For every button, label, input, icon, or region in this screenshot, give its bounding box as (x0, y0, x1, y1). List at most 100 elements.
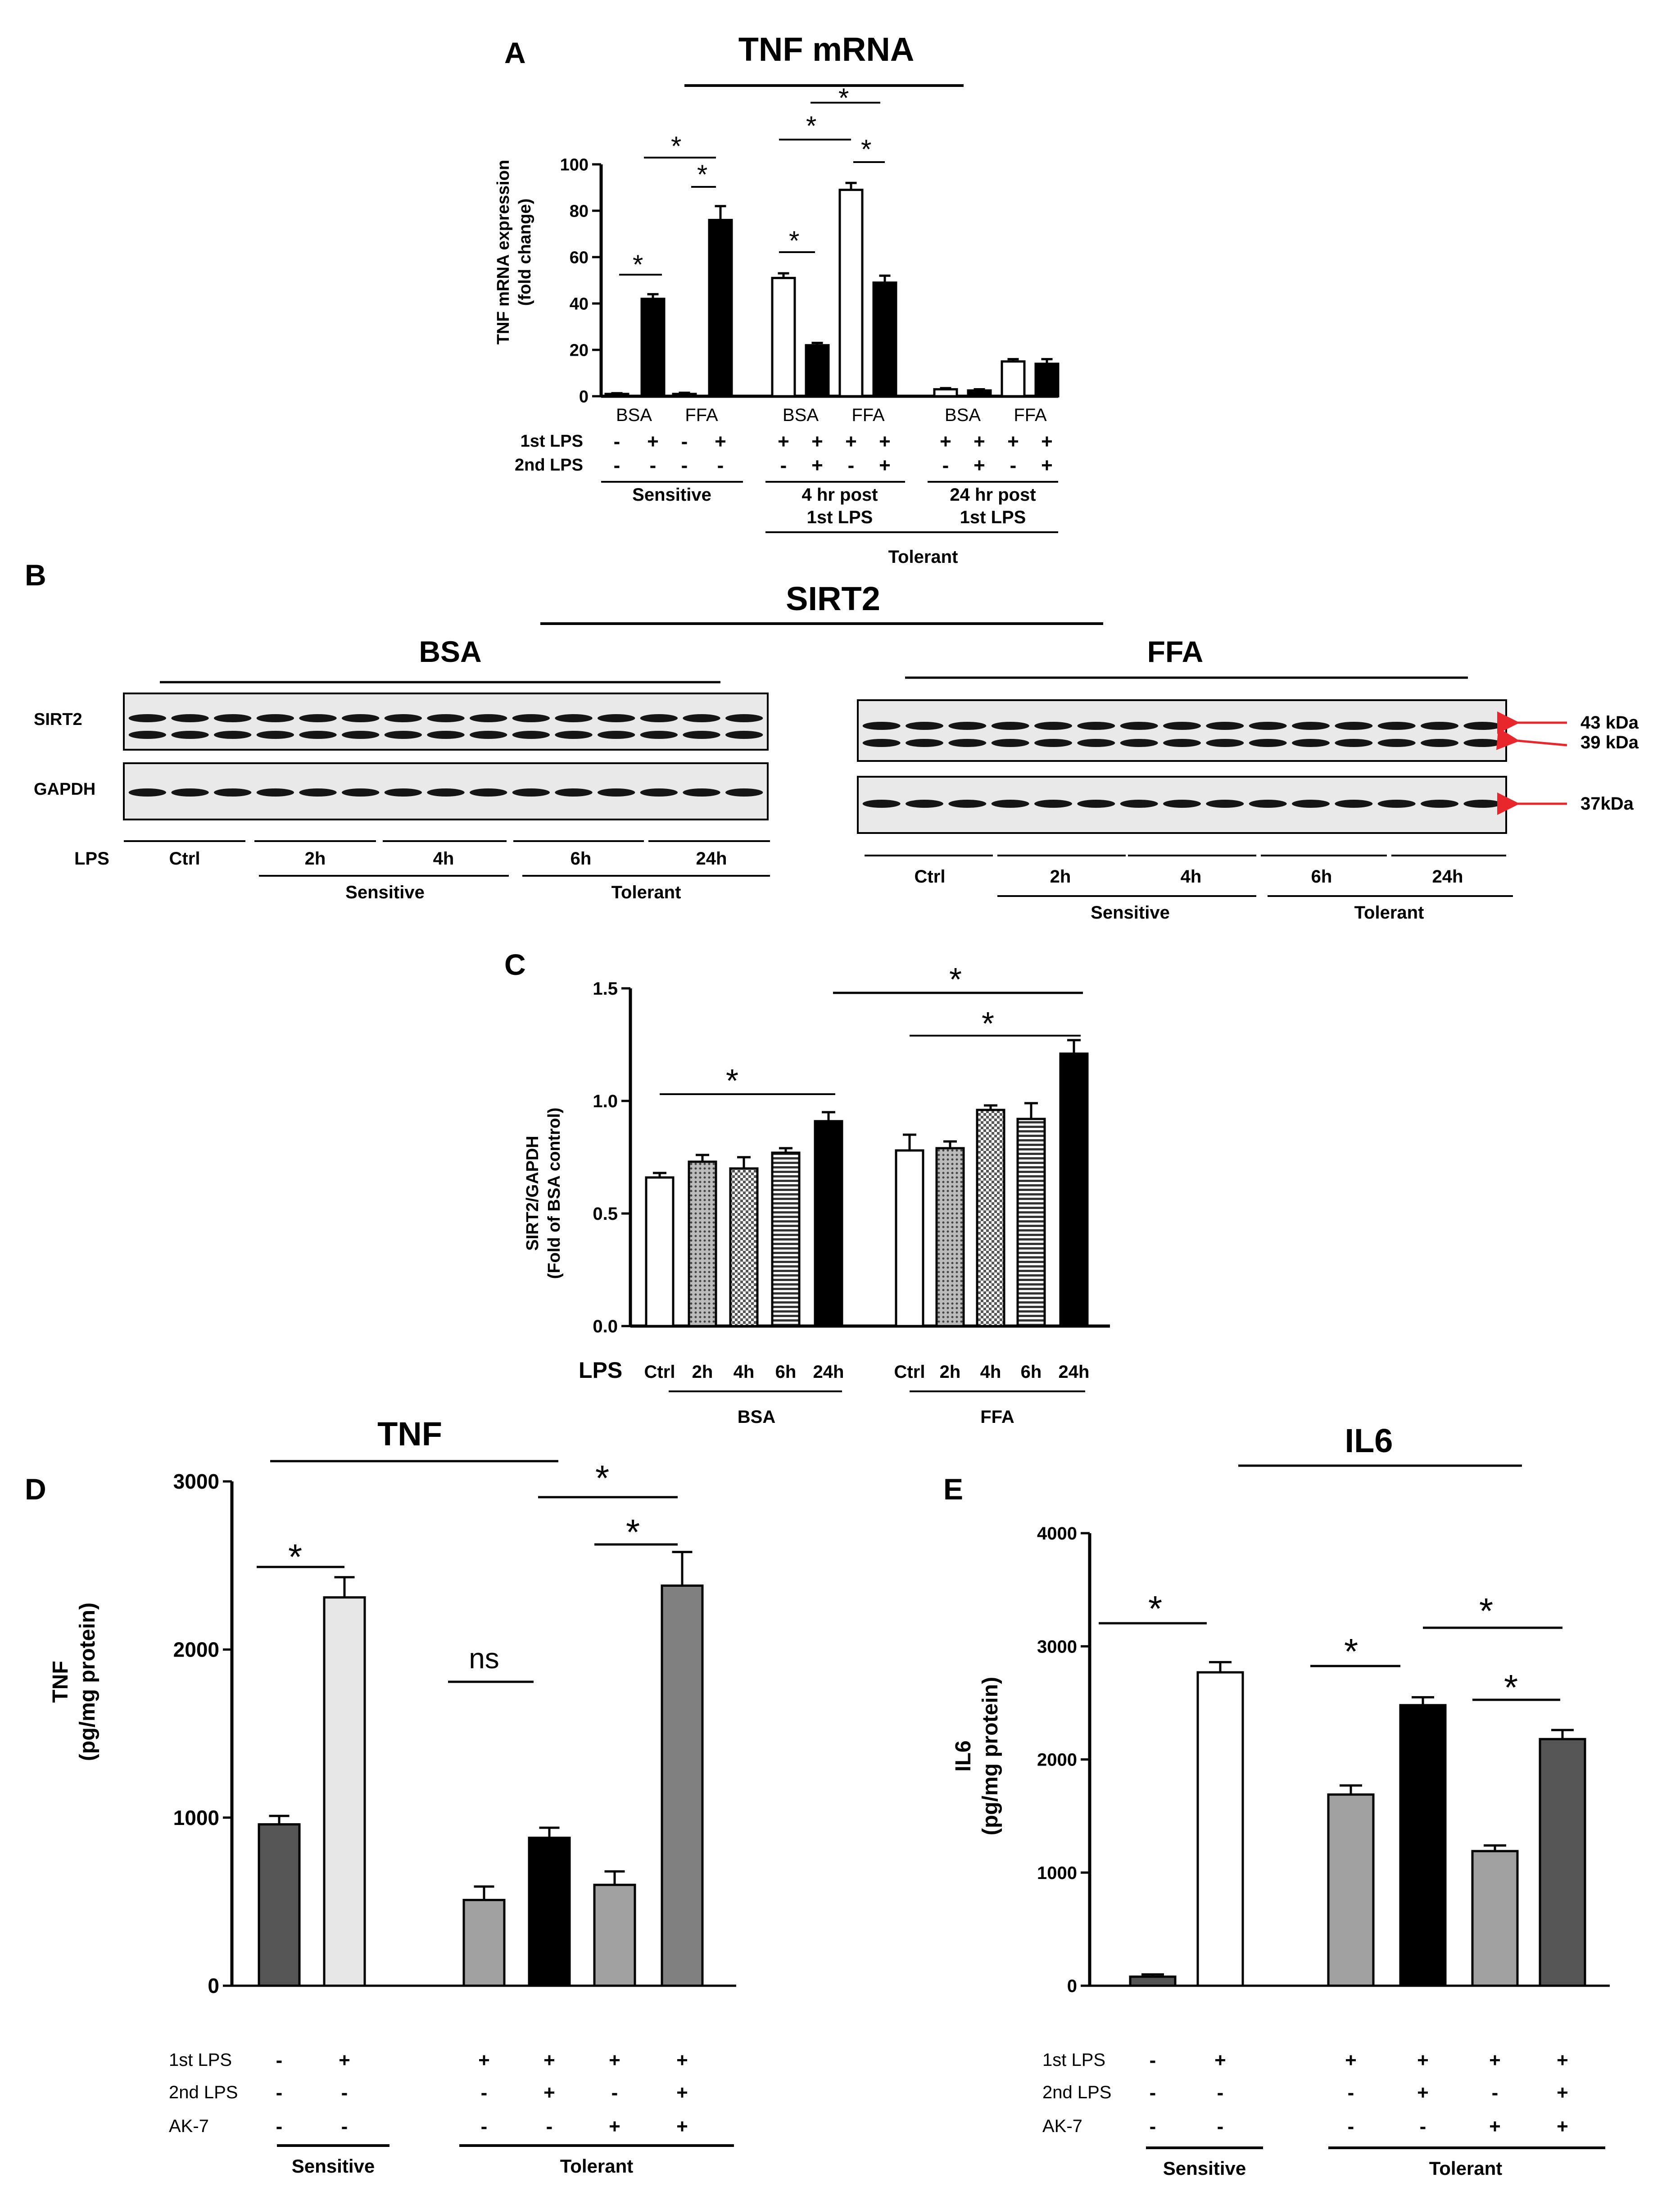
ffa-gapdh-band-5-0 (1077, 800, 1115, 808)
panel-c-bar-3 (771, 1151, 801, 1327)
panel-d-ylabel-line1: TNF (49, 1661, 72, 1702)
bsa-sirt2-band-2-1 (214, 731, 252, 739)
panel-c-ylabel-line1: SIRT2/GAPDH (523, 1136, 542, 1250)
panel-d-sign-r1-2: - (481, 2082, 488, 2104)
panel-a-24hr-label-1: 24 hr post (950, 485, 1036, 505)
panel-a-sign-r0-3: + (715, 430, 726, 453)
panel-e-sign-r2-0: - (1150, 2115, 1156, 2137)
panel-d-tolerant-label: Tolerant (560, 2155, 634, 2177)
panel-e-sign-r2-5: + (1557, 2115, 1568, 2137)
bsa-gapdh-band-1-0 (171, 788, 209, 797)
panel-c-ytick-label-1: 0.5 (593, 1204, 618, 1224)
panel-a-sign-r1-3: - (717, 454, 724, 476)
panel-c-bar-6 (935, 1147, 965, 1327)
ffa-gapdh-band-13-0 (1421, 800, 1458, 808)
panel-a-sign-r1-11: + (1041, 454, 1053, 476)
panel-d-ytick-label-2: 2000 (173, 1638, 219, 1661)
bsa-sirt2-band-10-0 (555, 714, 593, 722)
panel-e-sign-r0-2: + (1345, 2049, 1357, 2071)
bsa-gapdh-band-0-0 (128, 788, 166, 797)
panel-a-tolerant-label: Tolerant (888, 547, 958, 567)
panel-e-bar-2 (1327, 1793, 1375, 1987)
panel-d-sign-r1-4: - (611, 2082, 618, 2104)
bsa-sirt2-band-4-1 (299, 731, 337, 739)
bsa-sirt2-band-3-0 (256, 714, 294, 722)
bsa-sirt2-band-13-1 (683, 731, 720, 739)
bsa-sirt2-band-9-1 (512, 731, 550, 739)
ffa-24h-label: 24h (1432, 867, 1463, 887)
panel-c-ytick-label-0: 0.0 (593, 1317, 618, 1336)
panel-d: D TNF TNF (pg/mg protein) 0100020003000 … (25, 1415, 736, 2177)
panel-a-sign-rows: - + - + + + + + + + + +- - - - - + - + - + - + (614, 430, 1053, 476)
panel-e-sign-r1-3: + (1417, 2082, 1429, 2104)
ffa-sirt2-band-7-0 (1163, 722, 1201, 730)
blot-bsa-sirt2-bands (128, 714, 763, 739)
panel-d-row-label-ak7: AK-7 (169, 2116, 209, 2136)
panel-a-cat-ffa-1: FFA (685, 405, 718, 425)
blot-bsa-gapdh-bands (128, 788, 763, 797)
panel-b-lps-label: LPS (74, 849, 109, 869)
panel-a-sign-r0-5: + (811, 430, 823, 453)
panel-a-sign-r1-0: - (614, 454, 620, 476)
bsa-sirt2-band-12-0 (640, 714, 678, 722)
panel-a-star-2: * (697, 159, 707, 190)
panel-d-star-2: * (626, 1512, 640, 1552)
panel-e-sign-r0-4: + (1489, 2049, 1501, 2071)
panel-a-cat-bsa-1: BSA (616, 405, 652, 425)
panel-a-24hr-label-2: 1st LPS (960, 507, 1026, 527)
ffa-sirt2-band-8-1 (1206, 739, 1244, 747)
bsa-gapdh-band-5-0 (342, 788, 380, 797)
panel-e-ytick-label-4: 4000 (1037, 1524, 1077, 1544)
ffa-2h-label: 2h (1050, 867, 1071, 887)
panel-d-sign-r2-2: - (481, 2115, 488, 2137)
panel-e-star-4: * (1479, 1591, 1493, 1631)
bsa-sirt2-band-14-0 (725, 714, 763, 722)
bsa-sirt2-band-0-1 (128, 731, 166, 739)
panel-e-bars (1129, 1661, 1586, 1987)
ffa-gapdh-band-8-0 (1206, 800, 1244, 808)
panel-a-sign-r0-11: + (1041, 430, 1053, 453)
panel-e-sign-r0-5: + (1557, 2049, 1568, 2071)
panel-a-4hr-label-1: 4 hr post (802, 485, 878, 505)
panel-d-title: TNF (377, 1415, 442, 1453)
panel-d-sign-r2-1: - (341, 2115, 348, 2137)
ffa-gapdh-band-14-0 (1463, 800, 1502, 808)
panel-c-bar-4 (814, 1120, 843, 1327)
panel-e-bar-3 (1399, 1704, 1447, 1987)
bsa-ctrl-label: Ctrl (169, 849, 200, 869)
panel-b-row-gapdh: GAPDH (34, 780, 95, 799)
bsa-sirt2-band-4-0 (299, 714, 337, 722)
panel-b-row-sirt2: SIRT2 (34, 710, 82, 729)
bsa-gapdh-band-13-0 (683, 788, 720, 797)
panel-e-sign-r2-4: + (1489, 2115, 1501, 2137)
bsa-gapdh-band-8-0 (470, 788, 507, 797)
panel-c-bsa-label: BSA (738, 1407, 775, 1427)
bsa-24h-label: 24h (696, 849, 727, 869)
panel-a-bar-6 (838, 189, 864, 398)
panel-d-sign-r1-5: + (676, 2082, 688, 2104)
ffa-sirt2-band-8-0 (1206, 722, 1244, 730)
panel-c-bar-5 (895, 1149, 924, 1327)
panel-e-sign-rows: - + + + + + - - - + - + - - - - + + (1150, 2049, 1568, 2137)
panel-d-sign-r1-1: - (341, 2082, 348, 2104)
bsa-tolerant-label: Tolerant (611, 883, 681, 902)
panel-a-ytick-label-5: 100 (560, 155, 589, 174)
panel-d-sign-r0-5: + (676, 2049, 688, 2071)
panel-c-star-3: * (949, 962, 962, 998)
panel-a-4hr-label-2: 1st LPS (807, 507, 873, 527)
panel-a-ylabel-line2: (fold change) (516, 199, 534, 306)
panel-a-bar-9 (967, 389, 992, 398)
panel-a-row-label-1st: 1st LPS (521, 432, 583, 451)
panel-a-bar-5 (805, 344, 830, 398)
panel-a-ylabel-line1: TNF mRNA expression (494, 160, 513, 344)
blot-ffa-sirt2-frame (857, 699, 1507, 762)
label-39kda: 39 kDa (1580, 733, 1639, 752)
panel-a-sensitive-label: Sensitive (632, 485, 711, 505)
panel-e-star-3: * (1504, 1667, 1518, 1707)
panel-a-sign-r0-1: + (647, 430, 659, 453)
bsa-gapdh-band-2-0 (214, 788, 252, 797)
panel-e-row-label-2nd: 2nd LPS (1042, 2083, 1111, 2102)
bsa-sirt2-band-2-0 (214, 714, 252, 722)
bsa-sirt2-band-7-1 (427, 731, 465, 739)
